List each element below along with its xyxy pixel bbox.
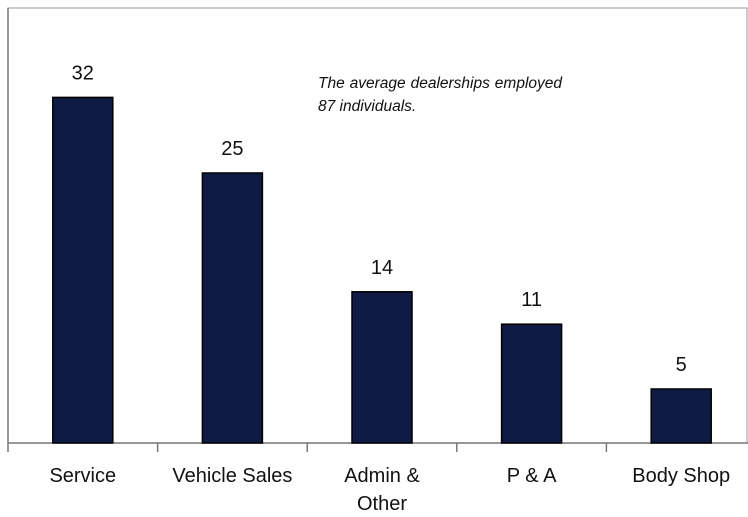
annotation: The average dealerships employed 87 indi… bbox=[318, 75, 562, 115]
value-label: 11 bbox=[521, 289, 542, 311]
value-label: 25 bbox=[221, 138, 243, 160]
value-label: 5 bbox=[676, 354, 687, 376]
x-tick-label: Service bbox=[49, 465, 117, 487]
bar bbox=[650, 388, 712, 444]
bar bbox=[500, 323, 563, 444]
x-tick-label: Admin & Other bbox=[344, 465, 420, 515]
x-tick-label: P & A bbox=[506, 465, 557, 487]
bar bbox=[351, 291, 413, 444]
value-label: 14 bbox=[371, 257, 393, 279]
bar bbox=[52, 96, 114, 444]
x-tick-label: Vehicle Sales bbox=[172, 465, 293, 487]
value-label: 32 bbox=[72, 62, 94, 84]
bar bbox=[201, 172, 264, 444]
x-tick-label: Body Shop bbox=[632, 465, 731, 487]
